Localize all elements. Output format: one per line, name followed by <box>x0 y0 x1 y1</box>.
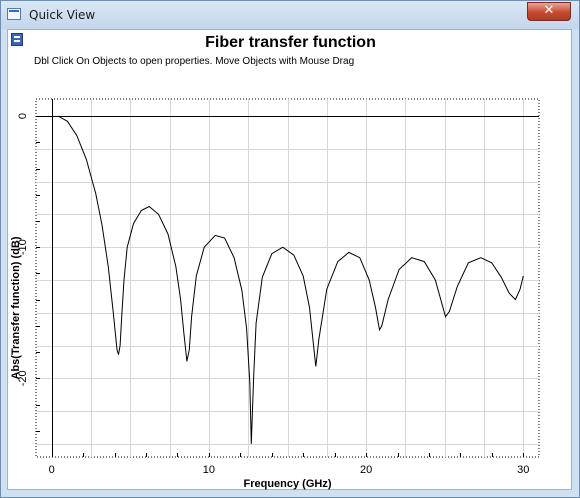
close-icon: ✕ <box>543 3 555 18</box>
app-window-icon <box>7 8 21 20</box>
y-tick-label: 0 <box>17 113 29 119</box>
x-axis-label[interactable]: Frequency (GHz) <box>243 478 331 490</box>
plot-area[interactable] <box>35 98 540 458</box>
y-tick-label: -20 <box>17 370 29 386</box>
properties-icon[interactable] <box>11 33 23 46</box>
x-tick-label: 0 <box>49 464 55 476</box>
y-axis-label[interactable]: Abs(Transfer function) (dB) <box>10 236 22 379</box>
close-button[interactable]: ✕ <box>527 2 571 21</box>
x-tick-label: 20 <box>360 464 372 476</box>
series-line-0[interactable] <box>57 115 524 444</box>
chart-panel[interactable]: Fiber transfer function Dbl Click On Obj… <box>7 29 572 490</box>
y-tick-label: -10 <box>17 239 29 255</box>
x-tick-label: 10 <box>203 464 215 476</box>
chart-title[interactable]: Fiber transfer function <box>205 34 376 51</box>
instruction-text: Dbl Click On Objects to open properties.… <box>34 56 355 67</box>
x-tick-label: 30 <box>517 464 529 476</box>
window-title: Quick View <box>29 8 96 22</box>
fiber-transfer-chart[interactable]: 0 10 20 30 0 -10 -20 Frequency (GHz) Abs(Transfe… <box>8 30 573 491</box>
title-bar[interactable]: Quick View ✕ <box>1 1 579 29</box>
